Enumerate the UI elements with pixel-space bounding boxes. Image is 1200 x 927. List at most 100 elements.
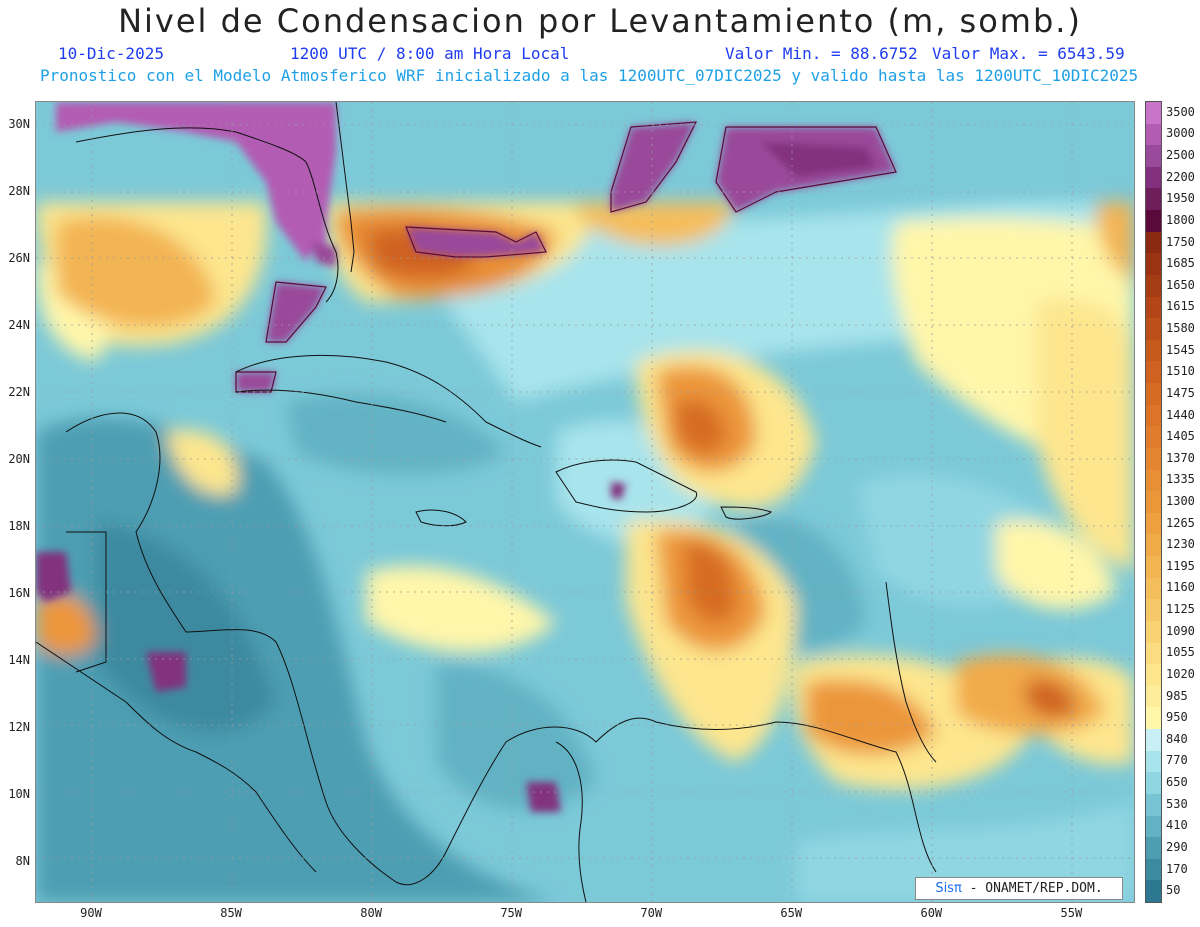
legend-swatch	[1146, 685, 1161, 708]
legend-label: 2200	[1166, 169, 1195, 184]
legend-swatch	[1146, 556, 1161, 579]
lat-label: 28N	[8, 184, 30, 199]
legend-label: 1580	[1166, 321, 1195, 336]
lat-label: 14N	[8, 652, 30, 667]
min-value: Valor Min. = 88.6752	[725, 44, 918, 63]
legend-label: 530	[1166, 796, 1188, 811]
legend-label: 1230	[1166, 537, 1195, 552]
legend-swatch	[1146, 642, 1161, 665]
coastlines	[36, 102, 937, 902]
legend-label: 840	[1166, 731, 1188, 746]
legend-label: 1090	[1166, 623, 1195, 638]
legend-label: 2500	[1166, 148, 1195, 163]
legend-label: 950	[1166, 710, 1188, 725]
legend-swatch	[1146, 664, 1161, 687]
legend-label: 1055	[1166, 645, 1195, 660]
credit-text: - ONAMET/REP.DOM.	[969, 881, 1103, 896]
legend-swatch	[1146, 512, 1161, 535]
legend-label: 1615	[1166, 299, 1195, 314]
legend-label: 1685	[1166, 256, 1195, 271]
legend-swatch	[1146, 102, 1161, 125]
legend-swatch	[1146, 729, 1161, 752]
legend-swatch	[1146, 361, 1161, 384]
credit-brand: Sisπ	[935, 881, 962, 896]
legend-swatch	[1146, 447, 1161, 471]
color-legend	[1145, 101, 1162, 903]
legend-swatch	[1146, 123, 1161, 146]
legend-swatch	[1146, 253, 1161, 276]
legend-label: 290	[1166, 839, 1188, 854]
legend-label: 1195	[1166, 558, 1195, 573]
lat-label: 24N	[8, 318, 30, 333]
high-lcl-patches	[36, 102, 896, 812]
legend-swatch	[1146, 318, 1161, 341]
map-title: Nivel de Condensacion por Levantamiento …	[118, 2, 1082, 40]
lat-label: 18N	[8, 519, 30, 534]
lon-label: 80W	[360, 906, 382, 920]
legend-label: 1265	[1166, 515, 1195, 530]
legend-swatch	[1146, 880, 1161, 903]
legend-swatch	[1146, 772, 1161, 795]
lon-label: 75W	[500, 906, 523, 920]
legend-label: 1650	[1166, 277, 1195, 292]
lat-label: 10N	[8, 786, 30, 801]
valid-time: 1200 UTC / 8:00 am Hora Local	[290, 44, 570, 63]
legend-swatch	[1146, 707, 1161, 730]
legend-swatch	[1146, 469, 1161, 492]
legend-swatch	[1146, 166, 1161, 189]
legend-label: 1950	[1166, 191, 1195, 206]
map-canvas	[36, 102, 1134, 902]
legend-label: 1510	[1166, 364, 1195, 379]
legend-swatch	[1146, 188, 1161, 211]
legend-swatch	[1146, 620, 1161, 644]
legend-swatch	[1146, 231, 1161, 254]
legend-label: 1300	[1166, 494, 1195, 508]
legend-label: 650	[1166, 775, 1188, 790]
legend-swatch	[1146, 426, 1161, 449]
lon-label: 70W	[640, 906, 663, 920]
graticule	[36, 102, 1134, 902]
max-value: Valor Max. = 6543.59	[932, 44, 1125, 63]
lon-label: 90W	[80, 906, 102, 920]
legend-label: 770	[1166, 753, 1188, 768]
legend-label: 1800	[1166, 212, 1195, 227]
legend-label: 1370	[1166, 450, 1195, 465]
legend-swatch	[1146, 145, 1161, 168]
valid-date: 10-Dic-2025	[58, 44, 164, 63]
credit-box: Sisπ - ONAMET/REP.DOM.	[915, 877, 1123, 900]
legend-swatch	[1146, 404, 1161, 427]
legend-swatch	[1146, 577, 1161, 600]
lat-label: 8N	[15, 853, 30, 868]
lon-label: 85W	[220, 906, 242, 920]
legend-swatch	[1146, 750, 1161, 773]
legend-label: 1750	[1166, 234, 1195, 249]
lat-label: 22N	[8, 385, 30, 400]
legend-label: 985	[1166, 688, 1188, 703]
legend-label: 170	[1166, 861, 1188, 876]
legend-label: 1335	[1166, 472, 1195, 487]
legend-label: 410	[1166, 818, 1188, 833]
shaded-field	[36, 202, 1134, 902]
lat-label: 16N	[8, 586, 30, 601]
lcl-map	[35, 101, 1135, 903]
model-description: Pronostico con el Modelo Atmosferico WRF…	[40, 66, 1139, 85]
lat-label: 26N	[8, 251, 30, 266]
legend-swatch	[1146, 534, 1161, 557]
legend-label: 1125	[1166, 602, 1195, 617]
legend-label: 1440	[1166, 407, 1195, 422]
legend-swatch	[1146, 599, 1161, 622]
legend-swatch	[1146, 296, 1161, 319]
lon-label: 60W	[920, 906, 943, 920]
legend-label: 1405	[1166, 429, 1195, 444]
lon-label: 55W	[1060, 906, 1083, 920]
legend-swatch	[1146, 793, 1161, 816]
legend-label: 50	[1166, 883, 1181, 898]
legend-swatch	[1146, 274, 1161, 298]
legend-label: 1545	[1166, 342, 1195, 357]
legend-swatch	[1146, 210, 1161, 233]
legend-swatch	[1146, 383, 1161, 406]
legend-swatch	[1146, 491, 1161, 514]
lon-label: 65W	[780, 906, 803, 920]
legend-label: 1020	[1166, 666, 1195, 681]
legend-swatch	[1146, 858, 1161, 881]
